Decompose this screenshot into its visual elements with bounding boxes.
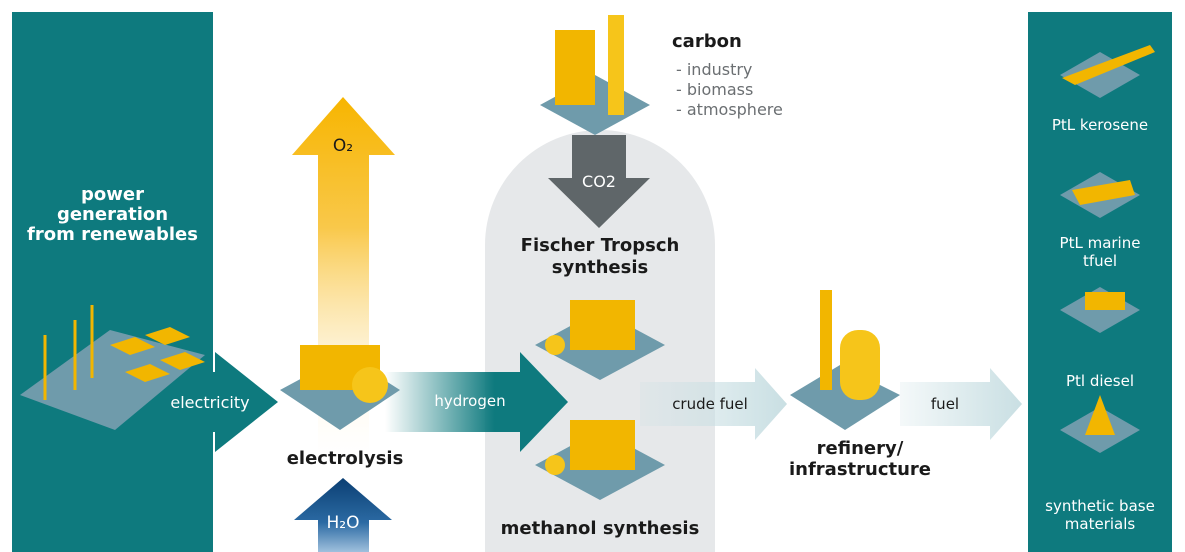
source-panel [12,12,213,552]
oxygen-label: O₂ [332,136,354,156]
crude-fuel-label: crude fuel [672,395,748,413]
label-line: synthetic base [1045,497,1155,515]
fischer-tropsch-label: Fischer Tropsch synthesis [485,235,715,279]
carbon-title: carbon [672,31,742,52]
electrolysis-label: electrolysis [286,448,404,469]
product-label: Ptl diesel [1028,372,1172,390]
label-line: PtL kerosene [1051,116,1149,134]
label-line: PtL marine [1059,234,1141,252]
carbon-icon [540,15,650,135]
methanol-icon [535,420,665,500]
oxygen-arrow [292,97,395,470]
refinery-label: refinery/ infrastructure [775,438,945,480]
co2-arrow [548,135,650,228]
products-panel [1028,12,1172,552]
product-shapes [1062,45,1155,435]
label-line: from renewables [27,224,198,245]
label-line: power [81,184,144,205]
electrolysis-icon [280,345,400,430]
label-line: generation [56,204,169,225]
co2-label: CO2 [582,172,616,191]
product-label: PtL kerosene [1028,116,1172,134]
hydrogen-label: hydrogen [434,392,506,410]
fischer-tropsch-icon [535,300,665,380]
crude-fuel-arrow [640,368,787,440]
fuel-label: fuel [930,395,960,413]
label-line: synthesis [551,257,649,278]
electricity-label: electricity [170,393,250,412]
label-line: Fischer Tropsch [520,235,680,256]
product-label: PtL marine tfuel [1028,234,1172,270]
carbon-source: - industry [676,60,753,79]
hydrogen-arrow [385,352,568,452]
label-line: infrastructure [788,459,932,480]
methanol-label: methanol synthesis [500,518,700,539]
fuel-arrow [900,368,1022,440]
wind-solar-icon [20,305,205,430]
carbon-sources: - industry - biomass - atmosphere [676,60,783,120]
label-line: materials [1064,515,1136,533]
product-label: synthetic base materials [1028,497,1172,533]
carbon-source: - atmosphere [676,100,783,119]
label-line: tfuel [1082,252,1118,270]
carbon-source: - biomass [676,80,754,99]
water-label: H₂O [326,513,360,533]
label-line: Ptl diesel [1066,372,1134,390]
label-line: refinery/ [816,438,904,459]
water-arrow [294,478,392,552]
refinery-icon [790,290,900,430]
power-generation-label: power generation from renewables [12,185,213,245]
